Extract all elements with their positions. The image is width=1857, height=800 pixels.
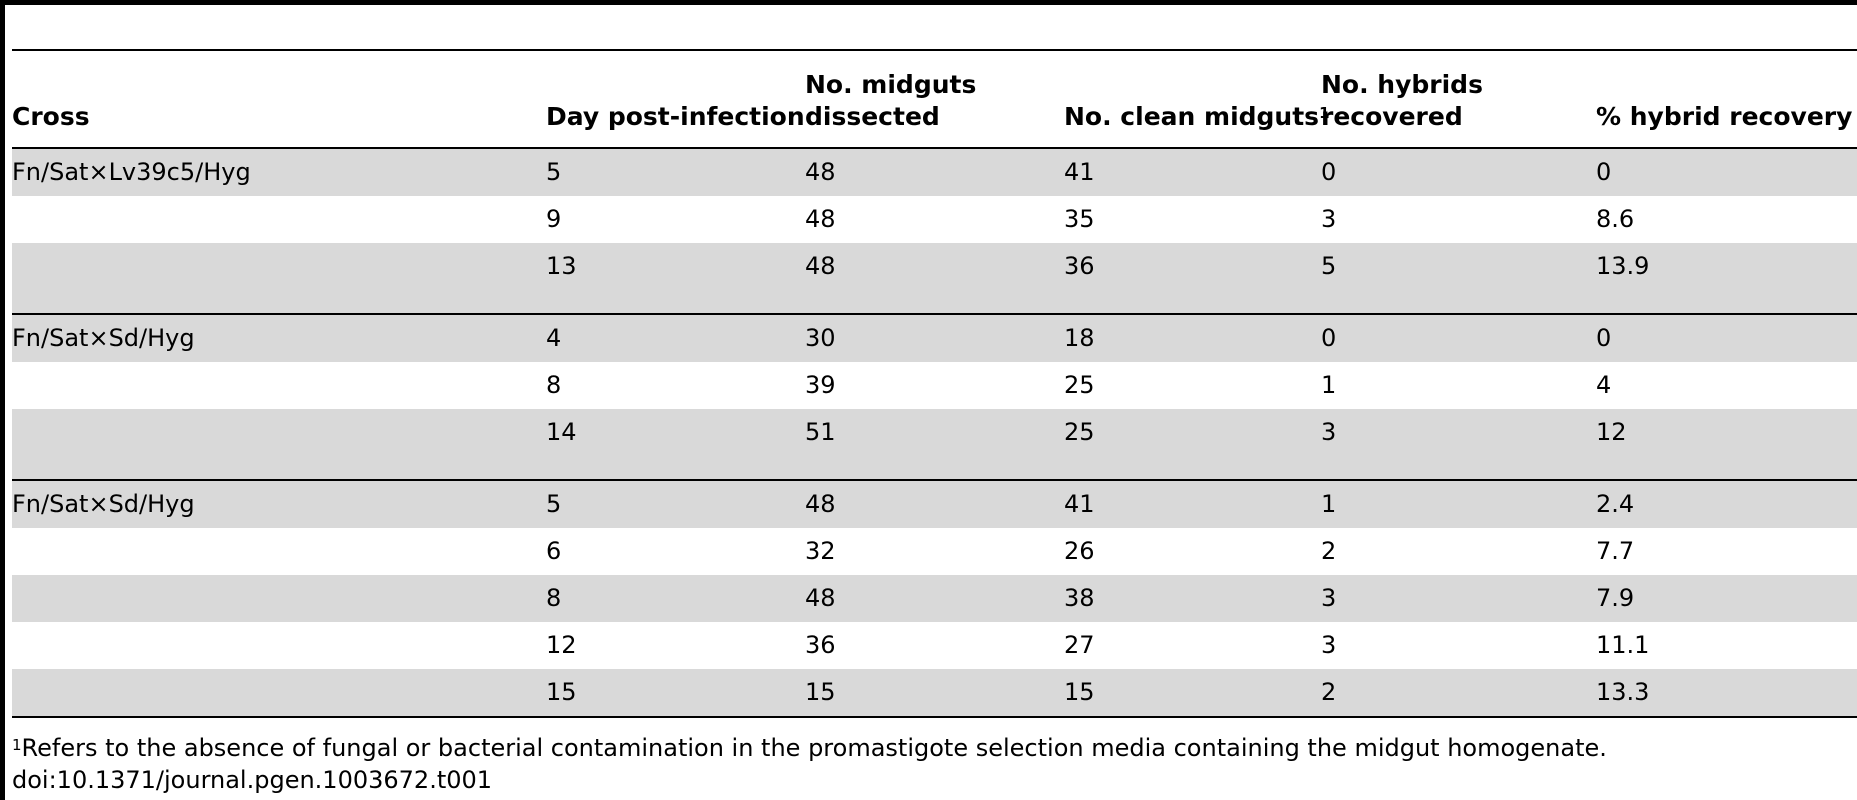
table-row: Fn/Sat×Lv39c5/Hyg 5 48 41 0 0: [12, 149, 1857, 196]
cell-hybrids: 0: [1321, 324, 1337, 352]
cell-day: 9: [546, 205, 562, 233]
cell-recovery: 7.9: [1596, 584, 1635, 612]
table-row: 13 48 36 5 13.9: [12, 243, 1857, 290]
header-dissected-line1: No. midguts: [805, 70, 977, 99]
cell-clean: 18: [1064, 324, 1095, 352]
cell-cross: Fn/Sat×Sd/Hyg: [12, 324, 195, 352]
cell-hybrids: 5: [1321, 252, 1337, 280]
cell-dissected: 48: [805, 205, 836, 233]
header-clean-label: No. clean midguts: [1064, 102, 1320, 131]
table-footnote: 1Refers to the absence of fungal or bact…: [12, 733, 1607, 763]
cell-dissected: 48: [805, 490, 836, 518]
footnote-marker: 1: [12, 736, 22, 754]
cell-dissected: 36: [805, 631, 836, 659]
header-clean: No. clean midguts1: [1064, 101, 1330, 133]
data-table: Cross Day post-infection No. midguts dis…: [12, 49, 1857, 718]
cell-hybrids: 3: [1321, 418, 1337, 446]
cell-hybrids: 3: [1321, 631, 1337, 659]
table-header: Cross Day post-infection No. midguts dis…: [12, 51, 1857, 147]
cell-clean: 38: [1064, 584, 1095, 612]
cell-clean: 15: [1064, 678, 1095, 706]
table-row: 12 36 27 3 11.1: [12, 622, 1857, 669]
top-border: [0, 0, 1857, 5]
table-row: 15 15 15 2 13.3: [12, 669, 1857, 716]
table-bottom-rule: [12, 716, 1857, 718]
cell-recovery: 13.3: [1596, 678, 1650, 706]
cell-hybrids: 1: [1321, 371, 1337, 399]
cell-day: 13: [546, 252, 577, 280]
group-spacer: [12, 456, 1857, 479]
header-hybrids-line2: recovered: [1321, 102, 1463, 131]
cell-dissected: 39: [805, 371, 836, 399]
cell-day: 12: [546, 631, 577, 659]
header-recovery: % hybrid recovery: [1596, 102, 1853, 131]
cell-clean: 36: [1064, 252, 1095, 280]
group-rule: [12, 313, 1857, 315]
cell-cross: Fn/Sat×Lv39c5/Hyg: [12, 158, 251, 186]
header-hybrids: No. hybrids recovered: [1321, 69, 1483, 133]
header-hybrids-line1: No. hybrids: [1321, 70, 1483, 99]
header-dissected-line2: dissected: [805, 102, 940, 131]
cell-recovery: 11.1: [1596, 631, 1650, 659]
header-clean-footnote-marker: 1: [1319, 104, 1330, 122]
cell-clean: 41: [1064, 158, 1095, 186]
cell-clean: 25: [1064, 418, 1095, 446]
group-spacer: [12, 290, 1857, 313]
cell-clean: 25: [1064, 371, 1095, 399]
cell-day: 8: [546, 584, 562, 612]
cell-day: 8: [546, 371, 562, 399]
cell-day: 14: [546, 418, 577, 446]
footnote-text: Refers to the absence of fungal or bacte…: [21, 734, 1607, 762]
cell-recovery: 13.9: [1596, 252, 1650, 280]
table-row: 9 48 35 3 8.6: [12, 196, 1857, 243]
cell-cross: Fn/Sat×Sd/Hyg: [12, 490, 195, 518]
cell-hybrids: 3: [1321, 584, 1337, 612]
cell-dissected: 48: [805, 252, 836, 280]
cell-hybrids: 1: [1321, 490, 1337, 518]
group-rule: [12, 479, 1857, 481]
table-row: Fn/Sat×Sd/Hyg 5 48 41 1 2.4: [12, 481, 1857, 528]
header-dissected: No. midguts dissected: [805, 69, 976, 133]
cell-dissected: 51: [805, 418, 836, 446]
cell-hybrids: 2: [1321, 678, 1337, 706]
cell-clean: 27: [1064, 631, 1095, 659]
header-day: Day post-infection: [546, 102, 805, 131]
cell-day: 15: [546, 678, 577, 706]
cell-day: 5: [546, 158, 562, 186]
cell-dissected: 30: [805, 324, 836, 352]
cell-recovery: 7.7: [1596, 537, 1635, 565]
cell-day: 4: [546, 324, 562, 352]
table-row: 14 51 25 3 12: [12, 409, 1857, 456]
cell-hybrids: 2: [1321, 537, 1337, 565]
cell-hybrids: 3: [1321, 205, 1337, 233]
cell-hybrids: 0: [1321, 158, 1337, 186]
cell-dissected: 48: [805, 158, 836, 186]
cell-recovery: 4: [1596, 371, 1612, 399]
table-top-rule: [12, 49, 1857, 51]
table-row: 6 32 26 2 7.7: [12, 528, 1857, 575]
cell-recovery: 0: [1596, 158, 1612, 186]
cell-dissected: 15: [805, 678, 836, 706]
cell-dissected: 32: [805, 537, 836, 565]
cell-clean: 26: [1064, 537, 1095, 565]
cell-dissected: 48: [805, 584, 836, 612]
cell-recovery: 2.4: [1596, 490, 1635, 518]
cell-recovery: 12: [1596, 418, 1627, 446]
left-border: [0, 0, 5, 800]
cell-day: 5: [546, 490, 562, 518]
header-rule: [12, 147, 1857, 149]
table-body: Fn/Sat×Lv39c5/Hyg 5 48 41 0 0 9 48 35 3 8.6 13 48 36 5…: [12, 149, 1857, 718]
table-row: 8 48 38 3 7.9: [12, 575, 1857, 622]
doi-line: doi:10.1371/journal.pgen.1003672.t001: [12, 766, 493, 794]
cell-clean: 41: [1064, 490, 1095, 518]
cell-recovery: 0: [1596, 324, 1612, 352]
header-cross: Cross: [12, 102, 90, 131]
cell-clean: 35: [1064, 205, 1095, 233]
cell-recovery: 8.6: [1596, 205, 1635, 233]
cell-day: 6: [546, 537, 562, 565]
table-row: Fn/Sat×Sd/Hyg 4 30 18 0 0: [12, 315, 1857, 362]
table-row: 8 39 25 1 4: [12, 362, 1857, 409]
